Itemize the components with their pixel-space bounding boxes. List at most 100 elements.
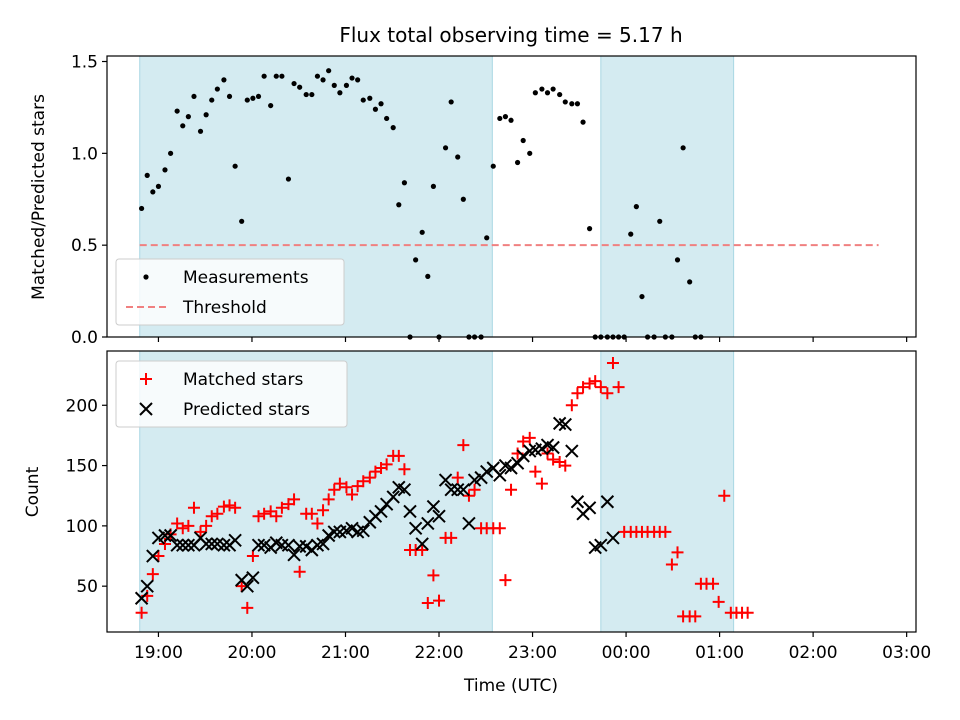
- measurement-point: [575, 101, 580, 106]
- predicted-legend-label: Predicted stars: [183, 400, 310, 420]
- measurement-point: [250, 96, 255, 101]
- matched-star-point: [571, 387, 583, 399]
- measurement-point: [497, 116, 502, 121]
- measurement-point: [186, 114, 191, 119]
- measurements-legend-label: Measurements: [183, 268, 309, 288]
- predicted-star-point: [571, 496, 583, 508]
- top-y-tick-label: 1.5: [71, 53, 98, 73]
- x-tick-label: 23:00: [508, 643, 557, 663]
- top-y-tick-label: 1.0: [71, 144, 98, 164]
- threshold-legend-label: Threshold: [182, 298, 267, 318]
- measurement-point: [262, 74, 267, 79]
- measurement-point: [580, 120, 585, 125]
- measurement-point: [639, 294, 644, 299]
- bot-y-tick-label: 200: [66, 396, 98, 416]
- measurement-point: [533, 90, 538, 95]
- measurement-point: [162, 167, 167, 172]
- measurement-point: [315, 74, 320, 79]
- measurement-point: [274, 74, 279, 79]
- measurement-point: [657, 219, 662, 224]
- bot-y-tick-label: 50: [76, 577, 98, 597]
- measurement-point: [569, 101, 574, 106]
- measurement-point: [373, 107, 378, 112]
- x-tick-label: 20:00: [227, 643, 276, 663]
- measurement-point: [413, 257, 418, 262]
- measurement-point: [215, 86, 220, 91]
- measurement-point: [527, 151, 532, 156]
- bot-y-tick-label: 100: [66, 517, 98, 537]
- measurement-point: [304, 92, 309, 97]
- matched-legend-label: Matched stars: [183, 370, 303, 390]
- measurement-point: [563, 99, 568, 104]
- measurement-point: [198, 129, 203, 134]
- matched-star-point: [589, 375, 601, 387]
- measurement-point: [508, 118, 513, 123]
- measurement-point: [557, 92, 562, 97]
- top-panel: 0.00.51.01.5 Matched/Predicted stars Mea…: [29, 53, 916, 348]
- measurement-point: [297, 85, 302, 90]
- measurement-point: [449, 99, 454, 104]
- measurement-point: [239, 219, 244, 224]
- measurement-point: [384, 116, 389, 121]
- measurement-point: [332, 83, 337, 88]
- measurement-point: [344, 83, 349, 88]
- x-tick-label: 03:00: [882, 643, 931, 663]
- bot-observing-window-1: [601, 351, 734, 632]
- measurement-point: [156, 184, 161, 189]
- measurement-point: [150, 189, 155, 194]
- measurement-point: [139, 206, 144, 211]
- x-tick-label: 00:00: [602, 643, 651, 663]
- predicted-star-point: [584, 502, 596, 514]
- x-tick-label: 01:00: [695, 643, 744, 663]
- x-axis-label: Time (UTC): [463, 676, 558, 696]
- bottom-x-ticks: 19:00 20:00 21:00 22:00 23:00 00:00 01:00 02:00…: [134, 632, 931, 663]
- top-legend: Measurements Threshold: [116, 259, 344, 325]
- measurement-point: [279, 74, 284, 79]
- measurement-point: [337, 90, 342, 95]
- measurement-point: [320, 77, 325, 82]
- matched-star-point: [529, 466, 541, 478]
- x-tick-label: 19:00: [134, 643, 183, 663]
- measurement-point: [681, 145, 686, 150]
- measurement-point: [204, 112, 209, 117]
- x-tick-label: 22:00: [415, 643, 464, 663]
- measurement-point: [227, 94, 232, 99]
- matched-star-point: [499, 574, 511, 586]
- measurement-point: [175, 108, 180, 113]
- predicted-star-point: [517, 450, 529, 462]
- measurement-point: [378, 101, 383, 106]
- bottom-y-axis-label: Count: [23, 466, 43, 517]
- measurement-point: [491, 164, 496, 169]
- measurement-point: [484, 235, 489, 240]
- matched-star-point: [742, 607, 754, 619]
- matched-star-point: [547, 454, 559, 466]
- measurement-point: [286, 176, 291, 181]
- measurement-point: [291, 81, 296, 86]
- measurement-point: [233, 164, 238, 169]
- measurement-point: [367, 96, 372, 101]
- measurement-point: [503, 114, 508, 119]
- chart-figure: Flux total observing time = 5.17 h 0.00.…: [0, 0, 960, 720]
- measurement-point: [443, 145, 448, 150]
- top-y-tick-label: 0.5: [71, 236, 98, 256]
- bottom-panel: 50100150200 19:00 20:00 21:00 22:00 23:00 00:…: [23, 351, 931, 696]
- measurement-point: [268, 103, 273, 108]
- measurements-legend-marker: [143, 274, 148, 279]
- measurement-point: [191, 94, 196, 99]
- matched-star-point: [494, 522, 506, 534]
- measurement-point: [402, 180, 407, 185]
- measurement-point: [515, 160, 520, 165]
- measurement-point: [349, 75, 354, 80]
- bot-y-tick-label: 150: [66, 457, 98, 477]
- measurement-point: [309, 92, 314, 97]
- measurement-point: [675, 257, 680, 262]
- measurement-point: [634, 204, 639, 209]
- measurement-point: [420, 230, 425, 235]
- measurement-point: [425, 274, 430, 279]
- measurement-point: [545, 90, 550, 95]
- top-y-tick-label: 0.0: [71, 328, 98, 348]
- measurement-point: [587, 226, 592, 231]
- measurement-point: [431, 184, 436, 189]
- matched-star-point: [505, 484, 517, 496]
- measurement-point: [551, 86, 556, 91]
